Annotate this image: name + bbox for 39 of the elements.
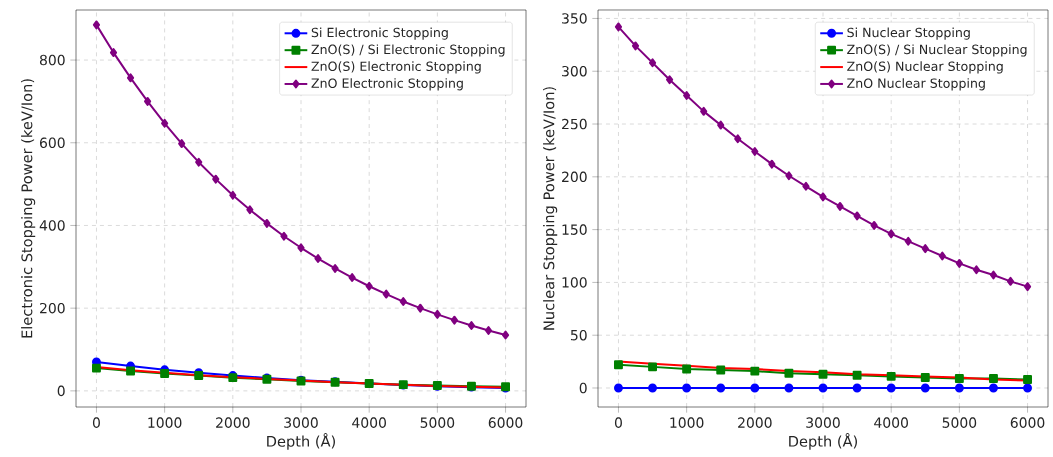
y-tick-label: 200	[562, 171, 587, 183]
x-tick-label: 6000	[488, 417, 523, 428]
y-axis-title: Electronic Stopping Power (keV/Ion)	[21, 79, 36, 338]
legend-label: Si Nuclear Stopping	[847, 27, 970, 40]
x-tick-label: 4000	[874, 417, 908, 428]
y-tick-label: 0	[579, 382, 587, 394]
legend-label: ZnO(S) Nuclear Stopping	[847, 61, 1003, 74]
y-tick-label: 250	[562, 118, 587, 130]
x-tick-label: 2000	[216, 417, 250, 428]
legend-label: ZnO Nuclear Stopping	[847, 78, 985, 91]
x-tick-label: 0	[92, 417, 100, 428]
x-axis-title: Depth (Å)	[267, 433, 335, 450]
x-tick-label: 3000	[284, 417, 318, 428]
legend-label: ZnO Electronic Stopping	[311, 78, 463, 91]
x-tick-label: 0	[614, 417, 622, 428]
x-tick-label: 6000	[1010, 417, 1045, 428]
y-axis-title: Nuclear Stopping Power (keV/Ion)	[543, 87, 558, 330]
x-tick-label: 4000	[352, 417, 386, 428]
legend-label: ZnO(S) Electronic Stopping	[311, 61, 481, 74]
x-tick-label: 1000	[148, 417, 182, 428]
legend-label: ZnO(S) / Si Nuclear Stopping	[847, 44, 1027, 57]
y-tick-label: 50	[570, 329, 587, 341]
x-tick-label: 1000	[670, 417, 704, 428]
x-tick-label: 3000	[806, 417, 840, 428]
y-tick-label: 150	[562, 224, 587, 235]
y-tick-label: 200	[40, 302, 65, 314]
y-tick-label: 100	[562, 277, 587, 288]
y-tick-label: 0	[57, 385, 65, 397]
y-tick-label: 350	[562, 13, 587, 24]
y-tick-label: 600	[39, 137, 65, 149]
x-tick-label: 5000	[420, 417, 455, 428]
x-tick-label: 2000	[738, 417, 772, 428]
x-tick-label: 5000	[942, 417, 977, 428]
x-axis-title: Depth (Å)	[789, 433, 857, 450]
y-tick-label: 400	[39, 220, 65, 231]
y-tick-label: 800	[39, 54, 65, 66]
legend-label: Si Electronic Stopping	[311, 27, 448, 40]
y-tick-label: 300	[562, 65, 587, 77]
legend-label: ZnO(S) / Si Electronic Stopping	[311, 44, 505, 57]
